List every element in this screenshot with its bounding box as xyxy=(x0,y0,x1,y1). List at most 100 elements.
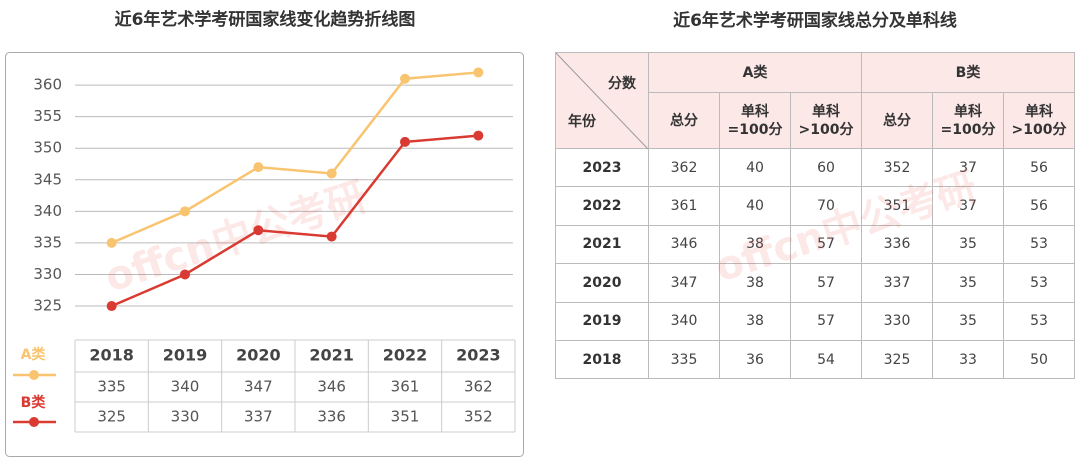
value-cell: 54 xyxy=(790,339,862,380)
y-tick-label: 325 xyxy=(33,297,62,315)
year-cell: 2020 xyxy=(555,263,649,303)
value-cell: 351 xyxy=(861,186,933,226)
data-label: 335 xyxy=(97,378,126,396)
group-header: B类 xyxy=(861,52,1075,93)
value-cell: 70 xyxy=(790,186,862,226)
data-label: 362 xyxy=(464,378,493,396)
value-cell: 57 xyxy=(790,263,862,303)
x-tick-label: 2019 xyxy=(163,346,208,365)
column-header: 单科 =100分 xyxy=(719,92,791,149)
data-point xyxy=(106,301,117,312)
year-cell: 2021 xyxy=(555,224,649,265)
table-row: 分数 年份 A类 B类 xyxy=(555,52,1075,149)
value-cell: 38 xyxy=(719,224,791,265)
data-point xyxy=(180,206,190,217)
x-tick-label: 2018 xyxy=(89,346,134,365)
data-label: 361 xyxy=(391,378,420,396)
value-cell: 335 xyxy=(648,339,720,380)
table-row: 2021 346 38 57 336 35 53 xyxy=(555,224,1075,265)
value-cell: 38 xyxy=(719,263,791,303)
year-cell: 2023 xyxy=(555,147,649,188)
data-point xyxy=(326,231,337,242)
series-line xyxy=(111,71,479,245)
data-label: 346 xyxy=(317,378,346,396)
x-tick-label: 2023 xyxy=(456,346,501,365)
year-cell: 2022 xyxy=(555,186,649,226)
data-label: 340 xyxy=(171,378,200,396)
legend-label: B类 xyxy=(21,394,47,411)
value-cell: 35 xyxy=(932,301,1004,341)
y-tick-label: 345 xyxy=(33,170,62,188)
data-label: 351 xyxy=(391,408,420,426)
data-point xyxy=(473,130,484,141)
y-tick-label: 340 xyxy=(33,202,62,220)
year-cell: 2019 xyxy=(555,301,649,341)
table-row: 2023 362 40 60 352 37 56 xyxy=(555,147,1075,188)
value-cell: 60 xyxy=(790,147,862,188)
value-cell: 57 xyxy=(790,224,862,265)
column-header: 单科 =100分 xyxy=(932,92,1004,149)
group-header: A类 xyxy=(648,52,862,93)
y-tick-label: 350 xyxy=(33,139,62,157)
value-cell: 362 xyxy=(648,147,720,188)
data-label: 336 xyxy=(317,408,346,426)
value-cell: 352 xyxy=(861,147,933,188)
line-chart: 近6年艺术学考研国家线变化趋势折线图 325 330 335 340 345 350 355… xyxy=(5,9,524,457)
data-point xyxy=(253,225,264,236)
data-label: 337 xyxy=(244,408,273,426)
data-label: 325 xyxy=(97,408,126,426)
x-tick-label: 2020 xyxy=(236,346,281,365)
value-cell: 53 xyxy=(1003,263,1075,303)
legend-label: A类 xyxy=(21,346,47,363)
value-cell: 37 xyxy=(932,147,1004,188)
table-row: 2020 347 38 57 337 35 53 xyxy=(555,263,1075,303)
legend-marker xyxy=(29,417,39,427)
value-cell: 340 xyxy=(648,301,720,341)
x-tick-label: 2022 xyxy=(383,346,428,365)
column-header: 单科 >100分 xyxy=(1003,92,1075,149)
value-cell: 40 xyxy=(719,186,791,226)
year-cell: 2018 xyxy=(555,339,649,380)
data-point xyxy=(106,237,117,248)
value-cell: 53 xyxy=(1003,301,1075,341)
value-cell: 35 xyxy=(932,224,1004,265)
data-point xyxy=(180,269,190,280)
data-point xyxy=(473,67,484,78)
value-cell: 346 xyxy=(648,224,720,265)
table-row: 2018 335 36 54 325 33 50 xyxy=(555,339,1075,380)
corner-bottom: 年份 xyxy=(568,114,596,130)
value-cell: 53 xyxy=(1003,224,1075,265)
data-label: 347 xyxy=(244,378,273,396)
data-point xyxy=(400,73,410,84)
x-tick-label: 2021 xyxy=(309,346,354,365)
y-tick-label: 335 xyxy=(33,233,62,251)
table-row: 2019 340 38 57 330 35 53 xyxy=(555,301,1075,341)
data-label: 330 xyxy=(171,408,200,426)
table-row: 2022 361 40 70 351 37 56 xyxy=(555,186,1075,226)
data-point xyxy=(326,168,337,179)
data-point xyxy=(253,162,264,173)
value-cell: 337 xyxy=(861,263,933,303)
series-line xyxy=(111,134,479,308)
column-header: 单科 >100分 xyxy=(790,92,862,149)
value-cell: 57 xyxy=(790,301,862,341)
value-cell: 56 xyxy=(1003,147,1075,188)
chart-frame xyxy=(5,52,524,457)
value-cell: 325 xyxy=(861,339,933,380)
value-cell: 336 xyxy=(861,224,933,265)
value-cell: 36 xyxy=(719,339,791,380)
chart-title: 近6年艺术学考研国家线变化趋势折线图 xyxy=(115,9,416,30)
y-tick-label: 360 xyxy=(33,76,62,94)
value-cell: 50 xyxy=(1003,339,1075,380)
value-cell: 37 xyxy=(932,186,1004,226)
corner-top: 分数 xyxy=(608,76,636,92)
value-cell: 38 xyxy=(719,301,791,341)
value-cell: 56 xyxy=(1003,186,1075,226)
value-cell: 361 xyxy=(648,186,720,226)
corner-cell: 分数年份 xyxy=(555,52,649,149)
value-cell: 330 xyxy=(861,301,933,341)
column-header: 总分 xyxy=(648,92,720,149)
data-point xyxy=(400,136,410,147)
score-table: 分数 年份 A类 B类 总分 单科 =100分 单科 >100分 总分 单科 =100分 单科 >… xyxy=(555,52,1075,380)
